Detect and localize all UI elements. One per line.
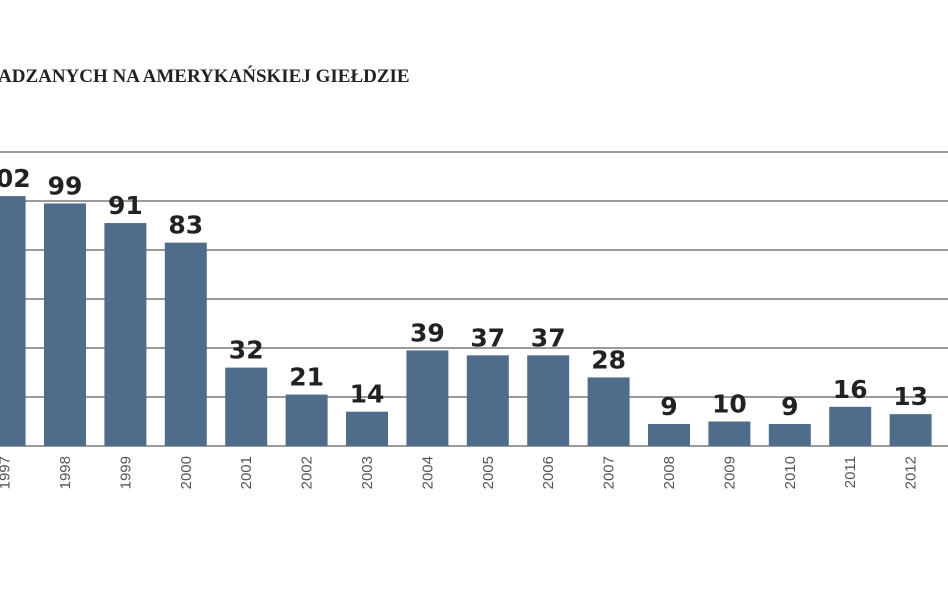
bar — [44, 203, 86, 446]
bar — [708, 421, 751, 446]
bar — [829, 406, 872, 446]
x-tick-label: 2002 — [299, 456, 316, 489]
bar — [587, 377, 630, 446]
bar — [346, 411, 388, 446]
value-label: 16 — [833, 375, 868, 404]
value-label: 99 — [48, 171, 83, 200]
bar — [164, 242, 207, 446]
x-tick-label: 2012 — [903, 456, 920, 489]
value-label: 37 — [470, 323, 505, 352]
bar — [527, 355, 570, 446]
bar — [466, 355, 509, 446]
x-tick-label: 2008 — [661, 456, 678, 489]
x-tick-label: 2005 — [480, 456, 497, 489]
value-label: 21 — [289, 363, 324, 392]
value-label: 9 — [781, 392, 798, 421]
x-tick-label: 2001 — [238, 456, 255, 489]
value-label: 9 — [660, 392, 677, 421]
value-label: 10 — [712, 390, 747, 419]
bar — [768, 423, 811, 446]
chart-title: ADZANYCH NA AMERYKAŃSKIEJ GIEŁDZIE — [0, 65, 410, 87]
x-tick-label: 2009 — [721, 456, 738, 489]
x-tick-label: 1998 — [57, 456, 74, 489]
value-label: 102 — [0, 164, 31, 193]
bar — [285, 394, 328, 446]
value-label: 37 — [531, 323, 566, 352]
x-tick-label: 2010 — [782, 456, 799, 489]
value-label: 32 — [229, 336, 264, 365]
value-label: 39 — [410, 318, 445, 347]
x-tick-label: 2011 — [842, 456, 859, 488]
bar — [406, 350, 449, 446]
value-label: 83 — [168, 211, 203, 240]
x-tick-label: 2006 — [540, 456, 557, 489]
x-tick-label: 1999 — [117, 456, 134, 489]
value-label: 91 — [108, 191, 143, 220]
value-label: 13 — [893, 382, 928, 411]
bar — [648, 423, 690, 446]
x-tick-label: 2007 — [601, 456, 618, 489]
bar — [0, 196, 26, 446]
x-tick-label: 2000 — [178, 456, 195, 489]
x-tick-label: 2003 — [359, 456, 376, 489]
x-tick-label: 2004 — [419, 456, 436, 489]
value-label: 14 — [350, 380, 385, 409]
bar — [104, 223, 147, 446]
value-label: 28 — [591, 345, 626, 374]
bar — [889, 414, 932, 446]
x-tick-label: 1997 — [0, 456, 14, 489]
bar — [225, 367, 268, 446]
